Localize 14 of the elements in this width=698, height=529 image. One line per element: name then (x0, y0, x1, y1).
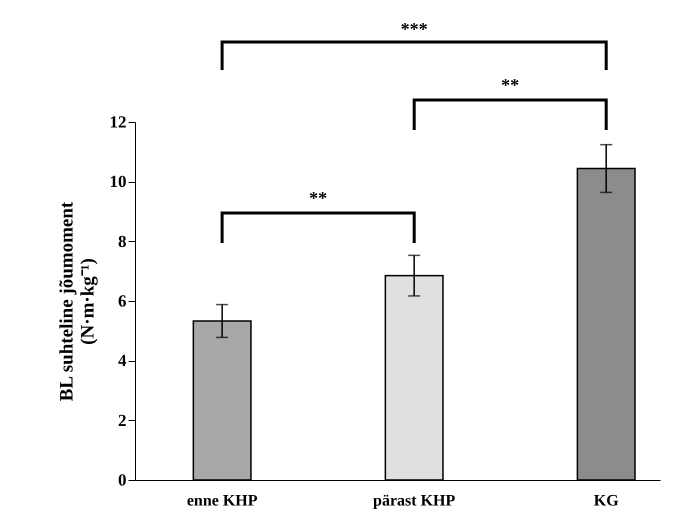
x-tick-label: pärast KHP (373, 492, 456, 510)
y-tick-label: 4 (118, 351, 127, 370)
y-tick-label: 6 (118, 292, 126, 310)
y-tick-label: 2 (118, 410, 126, 430)
text: *** (400, 19, 428, 39)
x-tick-label: KG (594, 492, 620, 510)
y-tick-label: 12 (110, 112, 126, 132)
y-tick-label: 10 (110, 172, 126, 192)
y-tick-label: 8 (118, 232, 126, 251)
text: ** (501, 75, 520, 95)
annotation: ** (309, 188, 328, 208)
y-axis-title: BL suhteline jõumoment (N·m·kg⁻¹) (56, 201, 98, 402)
x-tick-label: enne KHP (186, 492, 258, 510)
y-tick-label: 0 (118, 470, 126, 490)
